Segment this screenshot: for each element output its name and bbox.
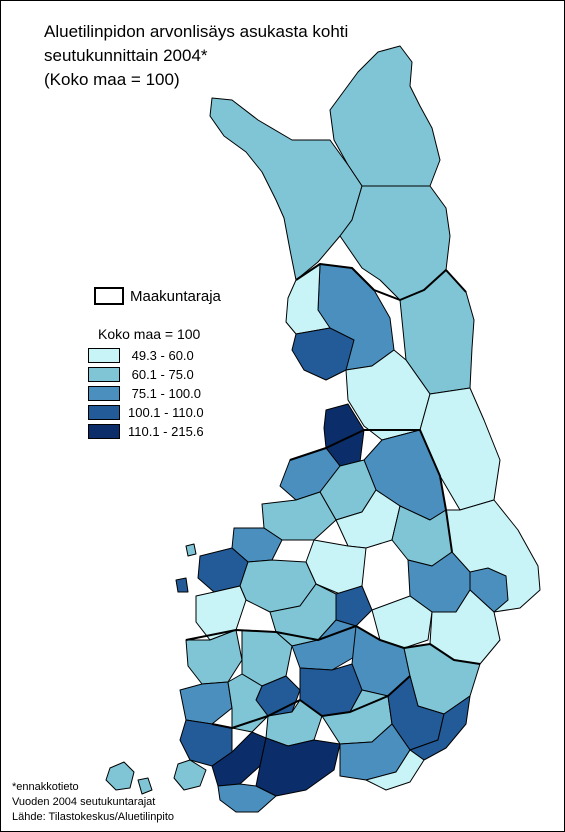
legend-row: 75.1 - 100.0 [88,384,204,403]
legend-label: 110.1 - 215.6 [128,424,204,439]
region-suupohja [195,585,247,641]
region-raasepori [217,783,277,813]
region-helsinki [255,737,341,797]
legend-swatch [88,405,120,420]
region-aland-small [137,777,153,795]
province-border-lapland [295,263,467,301]
province-border-oulu [289,429,453,553]
region-lapland-northwest [209,97,363,281]
region-rauma [179,681,233,725]
map-title: Aluetilinpidon arvonlisäys asukasta koht… [44,20,348,92]
legend-label: 60.1 - 75.0 [128,367,194,382]
title-line-2: seutukunnittain 2004* [44,46,208,65]
legend-row: 100.1 - 110.0 [88,403,204,422]
province-border-south [185,625,481,665]
title-line-3: (Koko maa = 100) [44,70,180,89]
legend-swatch [88,367,120,382]
legend-row: 60.1 - 75.0 [88,365,204,384]
legend-label: 49.3 - 60.0 [128,348,194,363]
region-jyvaskyla [335,585,373,627]
province-border-coast [211,675,411,729]
footnotes: *ennakkotieto Vuoden 2004 seutukuntaraja… [12,780,174,825]
legend-row: 49.3 - 60.0 [88,346,204,365]
title-line-1: Aluetilinpidon arvonlisäys asukasta koht… [44,22,349,41]
region-aland [105,761,135,791]
legend-label: 100.1 - 110.0 [128,405,204,420]
region-archipelago [173,759,207,791]
region-kainuu [419,387,501,511]
region-pori [185,629,243,685]
boundary-legend: Maakuntaraja [94,287,221,305]
boundary-label: Maakuntaraja [130,287,221,305]
region-kemi-tornio [291,327,355,381]
legend-swatch [88,386,120,401]
footnote-source: Lähde: Tilastokeskus/Aluetilinpito [12,811,175,823]
footnote-preliminary: *ennakkotieto [12,781,79,793]
boundary-swatch [94,287,124,305]
legend-row: 110.1 - 215.6 [88,422,204,441]
region-loviisa [365,749,425,791]
region-lapland-north [329,45,441,187]
island-quark [185,543,197,557]
legend-swatch [88,348,120,363]
legend-title: Koko maa = 100 [98,326,201,342]
footnote-boundaries: Vuoden 2004 seutukuntarajat [12,796,156,808]
legend-label: 75.1 - 100.0 [128,386,201,401]
region-kotka [409,695,471,761]
island-west [175,577,189,593]
value-legend: Koko maa = 100 49.3 - 60.0 60.1 - 75.0 7… [88,326,204,441]
legend-swatch [88,424,120,439]
